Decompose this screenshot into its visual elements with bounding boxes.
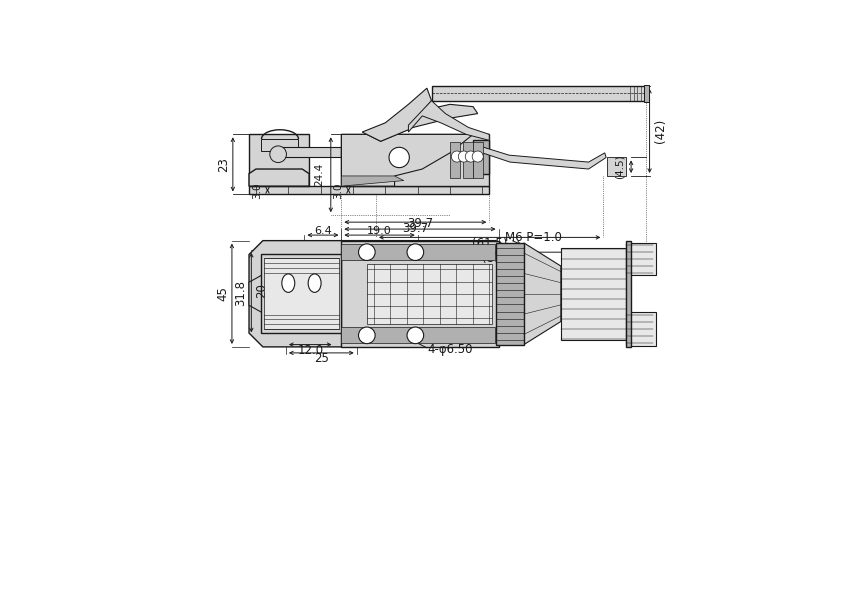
- Polygon shape: [362, 88, 432, 141]
- Text: (42): (42): [654, 119, 666, 143]
- Polygon shape: [625, 312, 655, 346]
- Polygon shape: [625, 243, 655, 275]
- Circle shape: [270, 146, 286, 163]
- Polygon shape: [249, 134, 309, 186]
- Polygon shape: [278, 148, 341, 157]
- Circle shape: [458, 151, 470, 162]
- Polygon shape: [561, 248, 625, 340]
- Text: 19.0: 19.0: [367, 226, 392, 236]
- Polygon shape: [625, 241, 631, 347]
- Polygon shape: [463, 142, 473, 178]
- Text: (4.5): (4.5): [615, 154, 624, 179]
- Polygon shape: [341, 241, 499, 347]
- Polygon shape: [249, 275, 341, 312]
- Polygon shape: [367, 264, 492, 324]
- Polygon shape: [607, 157, 625, 176]
- Text: 3.0: 3.0: [333, 182, 343, 199]
- Circle shape: [452, 151, 463, 162]
- Polygon shape: [450, 142, 460, 178]
- Text: 24.4: 24.4: [315, 163, 325, 187]
- Ellipse shape: [308, 274, 321, 292]
- Circle shape: [359, 244, 375, 260]
- Ellipse shape: [282, 274, 295, 292]
- Circle shape: [407, 327, 424, 344]
- Polygon shape: [341, 327, 495, 343]
- Circle shape: [407, 244, 424, 260]
- Polygon shape: [261, 254, 341, 333]
- Text: 45: 45: [216, 286, 229, 301]
- Polygon shape: [249, 186, 489, 194]
- Polygon shape: [644, 85, 648, 101]
- Polygon shape: [367, 104, 477, 141]
- Polygon shape: [341, 176, 404, 186]
- Circle shape: [472, 151, 483, 162]
- Text: 6.4: 6.4: [314, 226, 332, 236]
- Polygon shape: [473, 142, 483, 178]
- Polygon shape: [496, 243, 524, 344]
- Circle shape: [359, 327, 375, 344]
- Text: 12.0: 12.0: [298, 344, 323, 357]
- Text: 31.8: 31.8: [235, 280, 248, 305]
- Circle shape: [389, 148, 409, 167]
- Polygon shape: [341, 134, 489, 186]
- Text: 3.0: 3.0: [252, 182, 262, 199]
- Text: (81): (81): [482, 251, 506, 265]
- Text: 25: 25: [314, 352, 329, 365]
- Polygon shape: [341, 134, 473, 186]
- Polygon shape: [482, 147, 606, 169]
- Text: 20: 20: [255, 283, 268, 298]
- Polygon shape: [249, 241, 496, 347]
- Text: (61.5): (61.5): [472, 237, 507, 250]
- Polygon shape: [408, 101, 489, 140]
- Text: 39.7: 39.7: [402, 221, 428, 235]
- Polygon shape: [473, 140, 489, 173]
- Circle shape: [465, 151, 476, 162]
- Polygon shape: [524, 243, 561, 344]
- Text: 4-φ6.50: 4-φ6.50: [427, 343, 472, 356]
- Polygon shape: [264, 258, 339, 329]
- Text: 23: 23: [217, 157, 230, 172]
- Polygon shape: [261, 139, 298, 151]
- Polygon shape: [432, 86, 647, 101]
- Text: M6 P=1.0: M6 P=1.0: [505, 231, 562, 244]
- Polygon shape: [341, 244, 495, 260]
- Text: 39.7: 39.7: [407, 217, 433, 230]
- Polygon shape: [249, 169, 309, 186]
